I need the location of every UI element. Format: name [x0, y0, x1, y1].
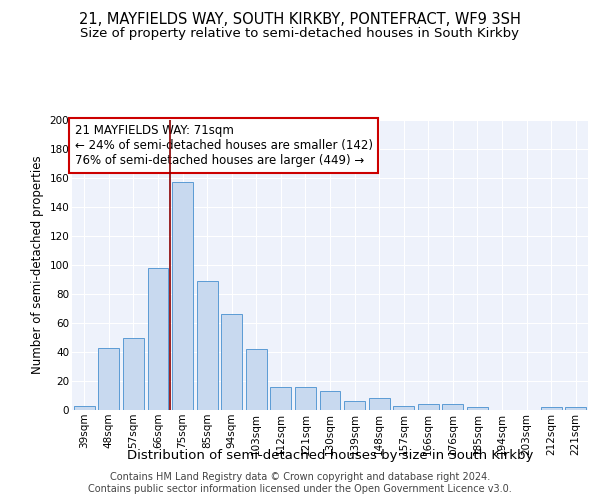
Bar [271, 387, 292, 410]
Bar [148, 268, 169, 410]
Text: Distribution of semi-detached houses by size in South Kirkby: Distribution of semi-detached houses by … [127, 448, 533, 462]
Bar [393, 406, 414, 410]
Text: 21, MAYFIELDS WAY, SOUTH KIRKBY, PONTEFRACT, WF9 3SH: 21, MAYFIELDS WAY, SOUTH KIRKBY, PONTEFR… [79, 12, 521, 28]
Y-axis label: Number of semi-detached properties: Number of semi-detached properties [31, 156, 44, 374]
Bar [368, 398, 389, 410]
Bar [295, 387, 316, 410]
Bar [541, 407, 562, 410]
Bar [221, 314, 242, 410]
Text: Contains public sector information licensed under the Open Government Licence v3: Contains public sector information licen… [88, 484, 512, 494]
Bar [123, 338, 144, 410]
Bar [246, 349, 267, 410]
Bar [418, 404, 439, 410]
Text: Contains HM Land Registry data © Crown copyright and database right 2024.: Contains HM Land Registry data © Crown c… [110, 472, 490, 482]
Bar [74, 406, 95, 410]
Text: 21 MAYFIELDS WAY: 71sqm
← 24% of semi-detached houses are smaller (142)
76% of s: 21 MAYFIELDS WAY: 71sqm ← 24% of semi-de… [74, 124, 373, 168]
Bar [344, 402, 365, 410]
Bar [172, 182, 193, 410]
Bar [98, 348, 119, 410]
Bar [565, 407, 586, 410]
Bar [320, 391, 340, 410]
Bar [467, 407, 488, 410]
Bar [442, 404, 463, 410]
Bar [197, 281, 218, 410]
Text: Size of property relative to semi-detached houses in South Kirkby: Size of property relative to semi-detach… [80, 28, 520, 40]
